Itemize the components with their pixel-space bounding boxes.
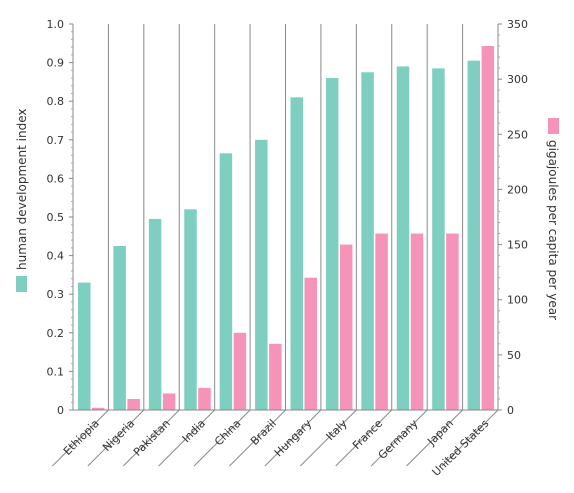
category-leader: [158, 409, 216, 467]
bar-hdi: [255, 139, 268, 411]
category-leader: [370, 409, 428, 467]
left-tick-label: 0: [57, 404, 64, 417]
right-tick-label: 300: [507, 73, 528, 86]
left-tick-label: 1.0: [47, 18, 65, 31]
left-tick-label: 0.7: [47, 134, 65, 147]
bar-energy: [410, 233, 424, 410]
category-label: China: [212, 417, 243, 448]
right-tick-label: 150: [507, 239, 528, 252]
energy-legend-swatch: [548, 118, 559, 134]
left-axis-label: human development index: [15, 109, 29, 270]
category-label: Hungary: [272, 417, 315, 460]
bar-hdi: [432, 68, 445, 410]
left-axis-title: human development index: [15, 109, 29, 292]
bar-hdi: [396, 66, 410, 411]
bar-hdi: [361, 72, 374, 410]
category-separators: [107, 24, 464, 410]
bars: [78, 46, 495, 411]
bar-hdi: [219, 153, 233, 410]
category-leader: [122, 409, 180, 467]
bar-energy: [446, 233, 459, 410]
right-tick-label: 100: [507, 294, 528, 307]
right-tick-label: 200: [507, 183, 528, 196]
bar-hdi: [290, 97, 303, 410]
left-tick-label: 0.5: [47, 211, 65, 224]
bar-hdi: [467, 60, 481, 411]
left-tick-label: 0.6: [47, 172, 65, 185]
right-tick-label: 50: [507, 349, 521, 362]
bar-hdi: [148, 218, 162, 410]
bar-energy: [375, 233, 388, 410]
category-leader: [441, 409, 499, 467]
right-axis: 0 50 100 150 200 250 300 350: [497, 18, 528, 417]
category-label: Brazil: [248, 417, 279, 448]
right-tick-label: 350: [507, 18, 528, 31]
bar-energy: [198, 387, 211, 410]
category-leader: [193, 409, 251, 467]
bar-energy: [127, 398, 140, 410]
hdi-legend-swatch: [16, 276, 27, 292]
left-axis: 0 0.1 0.2 0.3 0.4 0.5 0.6 0.7 0.8 0.9 1.0: [47, 18, 74, 417]
bar-hdi: [184, 209, 197, 410]
category-leader: [87, 409, 145, 467]
category-leader: [52, 409, 109, 467]
right-tick-label: 250: [507, 128, 528, 141]
right-tick-label: 0: [507, 404, 514, 417]
bar-hdi: [113, 245, 126, 410]
category-leader: [406, 409, 463, 467]
category-label: Ethiopia: [61, 417, 102, 458]
left-tick-label: 0.9: [47, 57, 65, 70]
right-axis-label: gigajoules per capita per year: [546, 140, 560, 320]
category-leader: [264, 409, 322, 467]
bar-energy: [269, 343, 282, 410]
bar-energy: [304, 277, 317, 410]
right-axis-title: gigajoules per capita per year: [546, 118, 560, 320]
bar-hdi: [325, 78, 339, 410]
bar-energy: [92, 407, 105, 410]
category-label: France: [350, 417, 385, 452]
left-tick-label: 0.2: [47, 327, 65, 340]
bar-energy: [233, 332, 247, 410]
left-tick-label: 0.3: [47, 288, 65, 301]
bar-energy: [481, 46, 495, 411]
category-leader: [335, 409, 393, 467]
category-label: Japan: [424, 417, 456, 449]
category-leader: [299, 409, 357, 467]
left-tick-label: 0.1: [47, 365, 65, 378]
category-label: Pakistan: [131, 417, 173, 459]
category-leader: [229, 409, 286, 467]
left-tick-label: 0.4: [47, 250, 65, 263]
bar-energy: [339, 244, 353, 410]
bar-hdi: [78, 282, 91, 410]
bar-energy: [162, 393, 176, 410]
left-tick-label: 0.8: [47, 95, 65, 108]
